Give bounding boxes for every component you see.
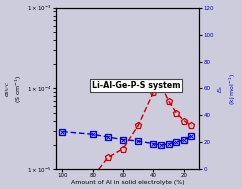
Y-axis label: $E_a$
(kJ mol$^{-1}$): $E_a$ (kJ mol$^{-1}$)	[217, 72, 238, 105]
Text: Li-Al-Ge-P-S system: Li-Al-Ge-P-S system	[92, 81, 181, 90]
Y-axis label: $\sigma_{25°C}$
(S cm$^{-1}$): $\sigma_{25°C}$ (S cm$^{-1}$)	[4, 74, 24, 103]
X-axis label: Amount of Al in solid electrolyte (%): Amount of Al in solid electrolyte (%)	[71, 180, 184, 185]
